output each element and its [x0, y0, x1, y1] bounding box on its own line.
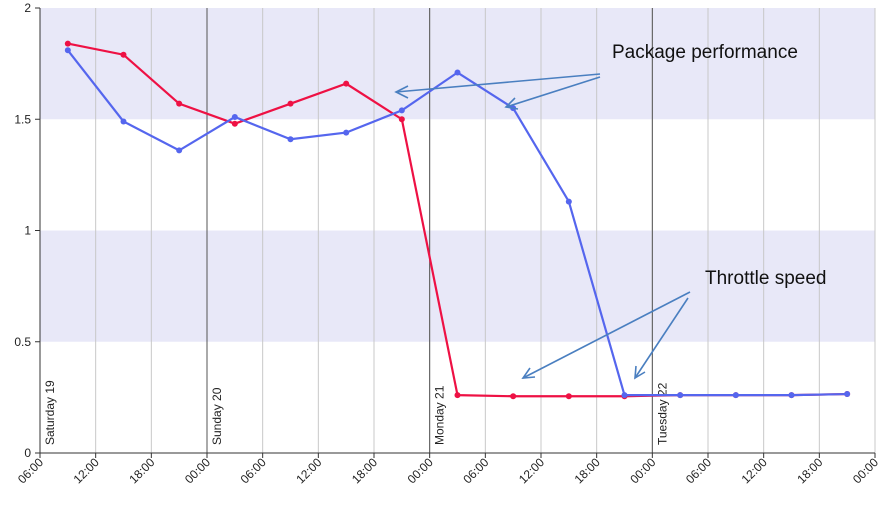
x-tick-label: 12:00 [71, 455, 102, 486]
point [287, 100, 294, 107]
x-tick-label: 06:00 [238, 455, 269, 486]
x-tick-label: 12:00 [739, 455, 770, 486]
plot [64, 40, 851, 400]
point [64, 47, 71, 54]
x-tick-label: 06:00 [15, 455, 46, 486]
x-tick-label: 00:00 [850, 455, 881, 486]
point [565, 393, 572, 400]
point [287, 136, 294, 143]
point [398, 116, 405, 123]
band [40, 230, 875, 342]
point [844, 391, 851, 398]
point [120, 118, 127, 125]
x-tick-label: 06:00 [460, 455, 491, 486]
point [565, 198, 572, 205]
point [510, 393, 517, 400]
point [231, 120, 238, 127]
point [454, 392, 461, 399]
annotation: Package performance [612, 42, 798, 63]
day-label: Saturday 19 [43, 380, 57, 445]
x-tick-label: 06:00 [683, 455, 714, 486]
day-label: Sunday 20 [210, 387, 224, 445]
annotation: Throttle speed [705, 268, 826, 289]
point [343, 129, 350, 136]
point [176, 147, 183, 154]
x-tick-label: 00:00 [182, 455, 213, 486]
x-tick-label: 12:00 [516, 455, 547, 486]
y-tick-label: 0.5 [14, 335, 31, 349]
y-tick-label: 1.5 [14, 112, 31, 126]
x-tick-label: 12:00 [293, 455, 324, 486]
x-tick-label: 18:00 [572, 455, 603, 486]
day-label: Tuesday 22 [655, 382, 669, 445]
callout-arrows [394, 73, 691, 380]
y-tick-label: 1 [24, 224, 31, 238]
point [120, 51, 127, 58]
point [454, 69, 461, 76]
point [621, 392, 628, 399]
point [64, 40, 71, 47]
day-label: Monday 21 [433, 385, 447, 445]
point [732, 392, 739, 399]
point [677, 392, 684, 399]
point [343, 80, 350, 87]
band [40, 8, 875, 120]
x-tick-label: 18:00 [794, 455, 825, 486]
point [398, 107, 405, 114]
y-tick-label: 0 [24, 446, 31, 460]
x-tick-label: 00:00 [405, 455, 436, 486]
x-tick-label: 18:00 [126, 455, 157, 486]
point [176, 100, 183, 107]
point [788, 392, 795, 399]
point [231, 114, 238, 121]
x-tick-label: 18:00 [349, 455, 380, 486]
x-tick-label: 00:00 [627, 455, 658, 486]
y-tick-label: 2 [24, 1, 31, 15]
